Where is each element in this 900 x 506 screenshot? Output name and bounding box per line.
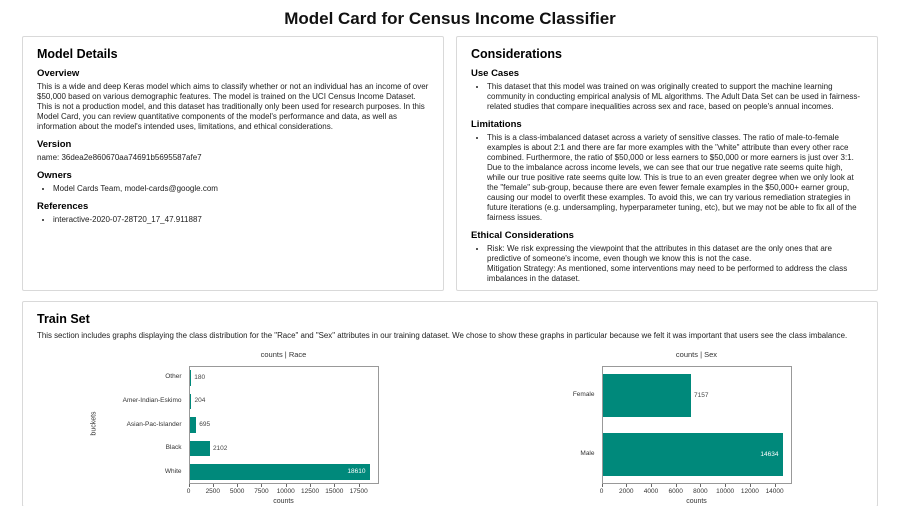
x-tick-label: 2500 bbox=[205, 488, 221, 495]
x-tick-mark bbox=[237, 484, 239, 487]
x-tick-mark bbox=[675, 484, 677, 487]
plot-area bbox=[188, 366, 379, 484]
x-tick-mark bbox=[358, 484, 360, 487]
category-label: Black bbox=[165, 444, 182, 452]
race-chart-container: counts | Race buckets 0 2500 5000 7500 10000 12… bbox=[37, 350, 450, 506]
version-text: name: 36dea2e860670aa74691b5695587afe7 bbox=[37, 153, 202, 162]
model-details-card: Model Details Overview This is a wide an… bbox=[22, 36, 444, 291]
x-tick-label: 10000 bbox=[716, 488, 735, 495]
x-tick-mark bbox=[261, 484, 263, 487]
references-list: interactive-2020-07-28T20_17_47.911887 bbox=[37, 215, 429, 225]
category-label: Other bbox=[165, 373, 182, 381]
x-tick-label: 8000 bbox=[693, 488, 708, 495]
x-tick-mark bbox=[285, 484, 287, 487]
x-tick-label: 5000 bbox=[229, 488, 245, 495]
x-tick-label: 2000 bbox=[618, 488, 634, 495]
bar-value-label: 180 bbox=[194, 373, 206, 381]
chart-title: counts | Sex bbox=[675, 350, 718, 359]
bar-value-label: 14634 bbox=[760, 450, 779, 458]
x-tick-label: 14000 bbox=[765, 488, 784, 495]
x-tick-label: 17500 bbox=[349, 488, 368, 495]
x-tick-label: 7500 bbox=[254, 488, 269, 495]
x-tick-mark bbox=[310, 484, 312, 487]
x-tick-label: 4000 bbox=[643, 488, 659, 495]
x-tick-label: 12500 bbox=[300, 488, 320, 495]
race-counts-chart: counts | Race buckets 0 2500 5000 7500 10000 12… bbox=[84, 350, 404, 506]
overview-text: This is a wide and deep Keras model whic… bbox=[37, 82, 429, 131]
owners-item: Model Cards Team, model-cards@google.com bbox=[53, 184, 429, 194]
page-title: Model Card for Census Income Classifier bbox=[284, 9, 616, 28]
x-tick-mark bbox=[601, 484, 603, 487]
x-tick-mark bbox=[650, 484, 652, 487]
bar bbox=[189, 440, 210, 457]
x-axis-label: counts bbox=[273, 498, 294, 505]
bar bbox=[189, 393, 192, 410]
owners-heading: Owners bbox=[37, 170, 72, 181]
owners-list: Model Cards Team, model-cards@google.com bbox=[37, 184, 429, 194]
ethical-considerations-item: Risk: We risk expressing the viewpoint t… bbox=[487, 244, 863, 284]
x-tick-mark bbox=[626, 484, 628, 487]
top-cards-row: Model Details Overview This is a wide an… bbox=[22, 36, 878, 291]
x-tick-label: 15000 bbox=[325, 488, 344, 495]
charts-row: counts | Race buckets 0 2500 5000 7500 10000 12… bbox=[37, 350, 863, 506]
x-tick-mark bbox=[334, 484, 336, 487]
bar-value-label: 7157 bbox=[693, 391, 709, 399]
limitations-item: This is a class-imbalanced dataset acros… bbox=[487, 133, 863, 223]
x-tick-mark bbox=[212, 484, 214, 487]
bar bbox=[602, 374, 691, 417]
bar bbox=[189, 464, 371, 480]
chart-title: counts | Race bbox=[260, 350, 307, 359]
use-cases-heading: Use Cases bbox=[471, 68, 520, 79]
x-tick-mark bbox=[700, 484, 702, 487]
bar-value-label: 2102 bbox=[212, 444, 228, 452]
bar-value-label: 18610 bbox=[347, 468, 366, 476]
use-cases-item: This dataset that this model was trained… bbox=[487, 82, 863, 112]
x-tick-mark bbox=[725, 484, 727, 487]
bar-value-label: 204 bbox=[194, 397, 206, 405]
references-item: interactive-2020-07-28T20_17_47.911887 bbox=[53, 215, 429, 225]
x-tick-mark bbox=[749, 484, 751, 487]
train-set-description: This section includes graphs displaying … bbox=[37, 331, 848, 340]
overview-heading: Overview bbox=[37, 68, 80, 79]
x-tick-label: 6000 bbox=[668, 488, 683, 495]
category-label: Female bbox=[572, 391, 595, 398]
category-label: Amer-Indian-Eskimo bbox=[122, 396, 182, 404]
x-tick-mark bbox=[188, 484, 190, 487]
train-set-title: Train Set bbox=[37, 312, 90, 326]
train-set-card: Train Set This section includes graphs d… bbox=[22, 301, 878, 506]
x-tick-label: 0 bbox=[186, 488, 191, 495]
x-axis-label: counts bbox=[686, 498, 707, 505]
x-tick-mark bbox=[774, 484, 776, 487]
model-details-title: Model Details bbox=[37, 47, 118, 61]
category-label: Asian-Pac-Islander bbox=[126, 420, 182, 428]
ethical-considerations-list: Risk: We risk expressing the viewpoint t… bbox=[471, 244, 863, 284]
version-heading: Version bbox=[37, 139, 72, 150]
bar bbox=[189, 370, 192, 386]
limitations-list: This is a class-imbalanced dataset acros… bbox=[471, 133, 863, 223]
bar bbox=[189, 417, 197, 433]
category-label: White bbox=[164, 467, 182, 475]
considerations-title: Considerations bbox=[471, 47, 562, 61]
use-cases-list: This dataset that this model was trained… bbox=[471, 82, 863, 112]
ethical-considerations-heading: Ethical Considerations bbox=[471, 230, 574, 241]
considerations-card: Considerations Use Cases This dataset th… bbox=[456, 36, 878, 291]
category-label: Male bbox=[580, 450, 595, 457]
sex-chart-container: counts | Sex 0 2000 4000 6000 8000 10000 12000 1… bbox=[450, 350, 863, 506]
x-tick-label: 0 bbox=[599, 488, 604, 495]
x-tick-label: 10000 bbox=[276, 488, 295, 495]
bar-value-label: 695 bbox=[199, 421, 211, 428]
bar bbox=[602, 433, 784, 476]
references-heading: References bbox=[37, 201, 89, 212]
x-tick-label: 12000 bbox=[740, 488, 759, 495]
sex-counts-chart: counts | Sex 0 2000 4000 6000 8000 10000 12000 1… bbox=[497, 350, 817, 506]
limitations-heading: Limitations bbox=[471, 119, 522, 130]
